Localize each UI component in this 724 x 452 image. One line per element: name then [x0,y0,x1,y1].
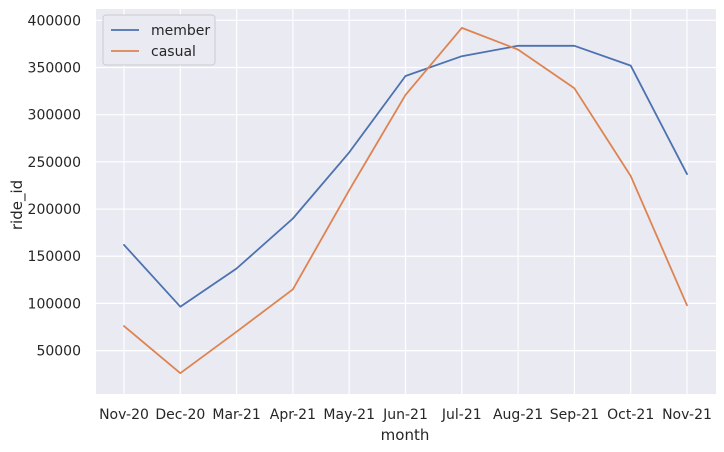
y-tick-label: 50000 [36,344,81,360]
x-tick-label: Jun-21 [382,407,428,423]
legend-label-member: member [151,23,210,39]
x-tick-label: Jul-21 [441,407,482,423]
series-lines [123,26,688,375]
x-tick-label: Sep-21 [550,407,599,423]
y-tick-labels: 50000 100000 150000 200000 250000 300000 35000… [28,13,81,359]
x-tick-label: May-21 [323,407,375,423]
y-tick-label: 200000 [28,202,81,218]
series-line-member [123,44,688,308]
x-axis-label: month [381,426,430,444]
x-tick-label: Aug-21 [493,407,543,423]
y-axis-label: ride_id [8,180,27,230]
x-tick-label: Oct-21 [607,407,654,423]
legend-box [102,14,216,66]
legend: member casual [102,14,216,66]
y-tick-label: 100000 [28,296,81,312]
x-tick-label: Nov-20 [99,407,149,423]
y-tick-label: 300000 [28,108,81,124]
y-tick-label: 350000 [28,61,81,77]
x-tick-label: Apr-21 [270,407,316,423]
y-tick-label: 250000 [28,155,81,171]
x-tick-label: Dec-20 [155,407,205,423]
grid-lines [96,9,716,394]
series-line-casual [123,26,688,375]
x-tick-label: Mar-21 [212,407,260,423]
y-tick-label: 400000 [28,13,81,29]
x-tick-label: Nov-21 [662,407,712,423]
x-tick-labels: Nov-20 Dec-20 Mar-21 Apr-21 May-21 Jun-21 Jul-… [99,407,712,423]
legend-label-casual: casual [151,44,196,60]
y-tick-label: 150000 [28,249,81,265]
